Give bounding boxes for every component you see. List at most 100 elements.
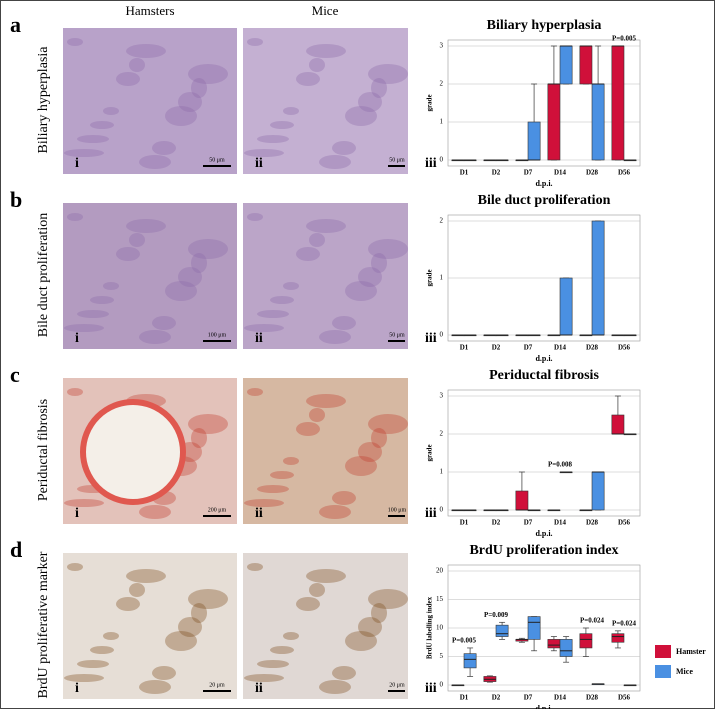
tissue [345,281,377,301]
x-tick-label: D14 [554,694,567,702]
chart-title: BrdU proliferation index [469,543,618,558]
scale-label: 50 μm [209,157,225,163]
image-label: iii [425,156,437,171]
tissue [257,485,289,493]
image-label: i [75,681,79,696]
tissue [191,603,207,623]
tissue [191,78,207,98]
y-axis-label: grade [426,269,434,286]
y-tick-label: 20 [436,567,444,575]
y-tick-label: 3 [440,392,444,400]
tissue [165,631,197,651]
y-tick-label: 1 [440,274,444,282]
y-tick-label: 0 [440,681,444,689]
tissue [368,589,408,609]
tissue [270,646,294,654]
tissue [371,603,387,623]
tissue [116,597,140,611]
annotation: P=0.024 [612,619,637,627]
tissue [191,253,207,273]
tissue [309,58,325,72]
x-tick-label: D14 [554,169,567,177]
tissue [244,149,284,157]
tissue [188,239,228,259]
row-label: Biliary hyperplasia [36,46,51,154]
panel-letter: b [10,187,22,212]
tissue [332,316,356,330]
panel-letter: d [10,537,22,562]
chart-title: Periductal fibrosis [489,368,599,383]
tissue [345,456,377,476]
tissue [257,310,289,318]
tissue [191,428,207,448]
x-tick-label: D1 [460,169,469,177]
y-tick-label: 2 [440,430,444,438]
tissue [319,680,351,694]
tissue [152,316,176,330]
tissue [358,92,382,112]
tissue [152,141,176,155]
tissue [296,247,320,261]
micrograph [243,553,408,699]
y-tick-label: 0 [440,506,444,514]
y-tick-label: 0 [440,331,444,339]
tissue [67,388,83,396]
tissue [270,471,294,479]
tissue [345,631,377,651]
x-axis-label: d.p.i. [535,529,552,538]
y-tick-label: 15 [436,595,444,603]
tissue [332,491,356,505]
tissue [257,135,289,143]
tissue [165,281,197,301]
tissue [103,282,119,290]
x-tick-label: D14 [554,344,567,352]
box [559,639,573,657]
x-axis-label: d.p.i. [535,354,552,363]
tissue [77,135,109,143]
tissue [139,330,171,344]
x-tick-label: D2 [492,694,501,702]
column-header: Hamsters [125,3,174,18]
box [591,471,605,511]
y-tick-label: 1 [440,118,444,126]
tissue [129,233,145,247]
scale-label: 20 μm [389,682,405,688]
legend-swatch [655,645,671,658]
tissue [270,121,294,129]
x-tick-label: D14 [554,519,567,527]
tissue [90,121,114,129]
x-axis-label: d.p.i. [535,179,552,188]
box [547,83,561,161]
y-tick-label: 5 [440,652,444,660]
tissue [247,213,263,221]
annotation: P=0.005 [612,35,637,43]
tissue [309,233,325,247]
image-label: iii [425,681,437,696]
scale-label: 50 μm [389,332,405,338]
scale-label: 100 μm [388,507,407,513]
box [527,121,541,161]
tissue [244,324,284,332]
x-tick-label: D28 [586,169,599,177]
box [463,653,477,669]
tissue [296,72,320,86]
micrograph [243,28,408,174]
tissue [116,72,140,86]
tissue [64,674,104,682]
tissue [126,219,166,233]
x-tick-label: D7 [524,694,533,702]
box [611,45,625,161]
tissue [371,428,387,448]
x-tick-label: D28 [586,344,599,352]
tissue [139,155,171,169]
tissue [368,239,408,259]
x-tick-label: D56 [618,519,631,527]
tissue [247,388,263,396]
x-tick-label: D2 [492,169,501,177]
tissue [283,107,299,115]
image-label: ii [255,156,263,171]
x-tick-label: D56 [618,169,631,177]
x-tick-label: D56 [618,344,631,352]
micrograph [63,553,237,699]
box [591,220,605,336]
